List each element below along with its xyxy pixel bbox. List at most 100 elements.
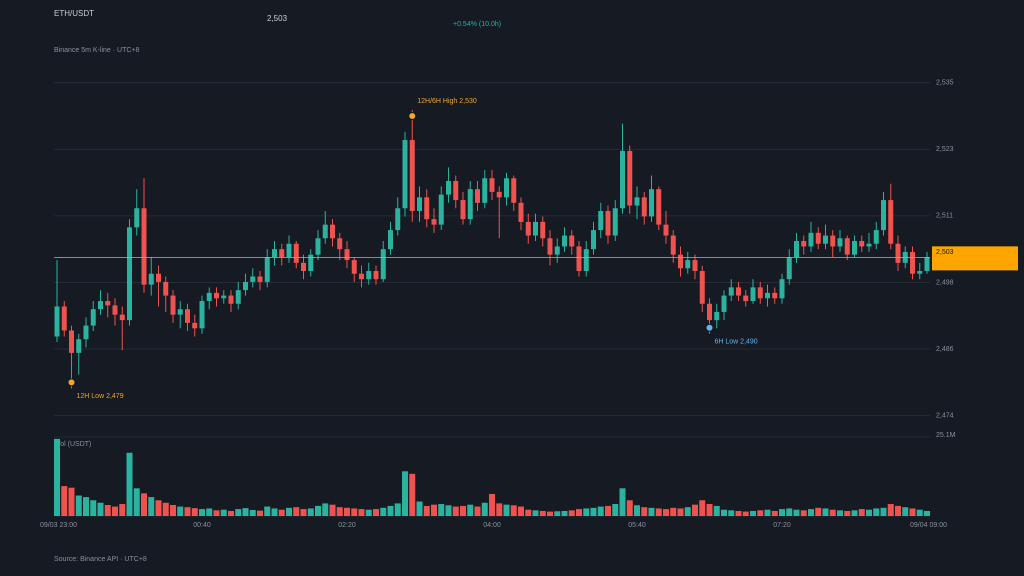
volume-bar	[503, 504, 510, 516]
x-tick-label: 00:40	[193, 522, 211, 529]
volume-bar	[924, 510, 930, 516]
volume-bar	[300, 509, 307, 516]
candle-body	[605, 210, 611, 236]
volume-bar	[713, 505, 720, 516]
candle-body	[562, 235, 567, 247]
volume-bar	[895, 505, 901, 516]
volume-bar	[235, 509, 242, 516]
candle-body	[634, 197, 640, 206]
candle-body	[518, 202, 524, 222]
volume-bar	[554, 511, 561, 516]
candle-body	[272, 249, 277, 258]
candle-body	[823, 235, 828, 244]
volume-bar	[257, 510, 263, 516]
volume-bar	[902, 507, 909, 516]
candle-body	[192, 322, 198, 329]
candle-body	[170, 295, 176, 315]
volume-bar	[699, 500, 706, 516]
candle-body	[736, 287, 741, 296]
candle-body	[728, 287, 734, 296]
volume-bar	[851, 510, 858, 516]
candle-body	[257, 276, 263, 282]
candle-body	[322, 224, 328, 239]
candle-body	[881, 200, 886, 231]
candle-body	[61, 306, 67, 331]
candle-body	[482, 178, 488, 203]
volume-bar	[126, 452, 133, 516]
volume-bar	[706, 504, 713, 516]
candle-body	[83, 325, 89, 340]
volume-bar	[264, 506, 271, 516]
x-tick-label: 05:40	[628, 522, 646, 529]
volume-bar	[402, 471, 408, 516]
candle-body	[235, 290, 241, 304]
candle-body	[685, 260, 691, 269]
x-tick-label: 07:20	[773, 522, 791, 529]
candle-body	[228, 295, 234, 304]
volume-bar	[786, 508, 793, 516]
candle-body	[554, 246, 560, 255]
volume-bar	[249, 510, 256, 516]
volume-bar	[351, 508, 358, 516]
volume-bar	[452, 506, 459, 516]
volume-bar	[467, 504, 474, 516]
annotation: 6H Low 2,490	[715, 339, 758, 346]
volume-bar	[438, 504, 445, 516]
candle-body	[344, 249, 350, 261]
candle-body	[663, 224, 669, 236]
candle-body	[424, 197, 430, 220]
candle-body	[467, 189, 473, 220]
volume-bar	[539, 510, 546, 516]
extreme-marker	[408, 112, 417, 121]
candle-body	[417, 197, 422, 211]
candle-body	[475, 189, 480, 203]
volume-bar	[119, 504, 126, 516]
candle-body	[569, 235, 575, 247]
volume-bar	[184, 507, 191, 516]
candle-body	[801, 241, 807, 247]
volume-bar	[619, 488, 626, 516]
candle-body	[837, 238, 843, 247]
volume-bar	[387, 505, 394, 516]
candle-body	[757, 287, 763, 299]
volume-bar	[750, 510, 756, 516]
candle-body	[910, 251, 915, 274]
candle-body	[90, 309, 96, 326]
volume-bar	[561, 510, 568, 516]
x-tick-label: 09/04 09:00	[910, 522, 947, 529]
volume-bar	[460, 505, 466, 516]
candle-body	[409, 140, 415, 211]
candle-body	[583, 249, 589, 272]
candle-body	[743, 295, 749, 302]
candle-body	[460, 200, 466, 220]
candle-body	[221, 295, 227, 299]
volume-bar	[409, 473, 416, 516]
chart-title: ETH/USDT	[54, 9, 94, 18]
candle-body	[214, 292, 219, 299]
annotation: 12H/6H High 2,530	[417, 98, 477, 105]
candle-body	[924, 257, 930, 272]
candle-body	[786, 257, 792, 280]
candle-body	[402, 140, 408, 209]
volume-bar	[641, 507, 648, 516]
candle-body	[641, 197, 647, 217]
volume-bar	[576, 509, 582, 516]
candle-body	[431, 219, 437, 225]
volume-bar	[380, 507, 387, 516]
candle-body	[888, 200, 894, 244]
volume-bar	[510, 505, 517, 516]
volume-bar	[97, 502, 104, 516]
candle-body	[127, 227, 132, 321]
volume-bar	[844, 510, 851, 516]
chart-subtitle: Binance 5m K-line · UTC+8	[54, 47, 140, 54]
volume-bar	[206, 508, 213, 516]
volume-bar	[431, 504, 437, 516]
candle-body	[54, 306, 60, 337]
volume-bar	[112, 506, 118, 516]
source-note: Source: Binance API · UTC+8	[54, 556, 147, 563]
candle-body	[453, 180, 459, 201]
volume-bar	[271, 508, 278, 516]
volume-bar	[808, 509, 814, 516]
